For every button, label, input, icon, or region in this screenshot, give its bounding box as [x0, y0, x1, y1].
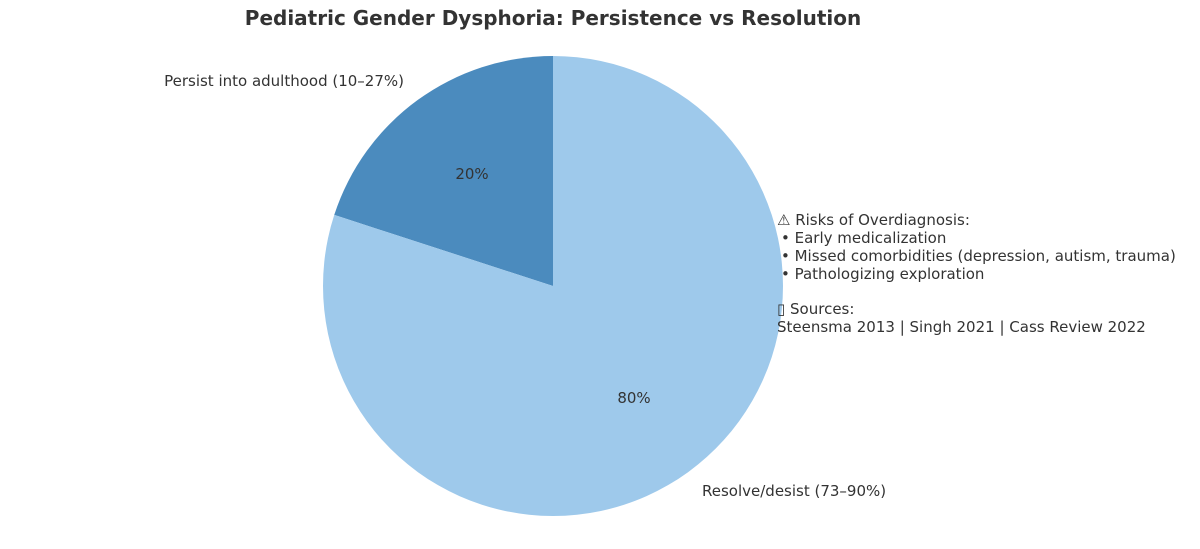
percent-label-persist: 20%: [455, 165, 488, 183]
sources-title: ▯ Sources:: [777, 300, 854, 318]
risk-item-pathologizing: • Pathologizing exploration: [781, 265, 984, 283]
chart-title: Pediatric Gender Dysphoria: Persistence …: [245, 6, 861, 30]
risk-item-early-medicalization: • Early medicalization: [781, 229, 946, 247]
pie-slice-persist: [334, 56, 553, 286]
risk-item-missed-comorbidities: • Missed comorbidities (depression, auti…: [781, 247, 1176, 265]
sources-annotation: ▯ Sources: Steensma 2013 | Singh 2021 | …: [777, 300, 1146, 336]
pie-slice-resolve: [323, 56, 783, 516]
pie-slices: [323, 56, 783, 516]
sources-list: Steensma 2013 | Singh 2021 | Cass Review…: [777, 318, 1146, 336]
slice-label-resolve: Resolve/desist (73–90%): [702, 482, 886, 500]
slice-label-persist: Persist into adulthood (10–27%): [164, 72, 404, 90]
risks-annotation: ⚠ Risks of Overdiagnosis: • Early medica…: [777, 211, 1176, 283]
risks-title: ⚠ Risks of Overdiagnosis:: [777, 211, 970, 229]
percent-label-resolve: 80%: [617, 389, 650, 407]
